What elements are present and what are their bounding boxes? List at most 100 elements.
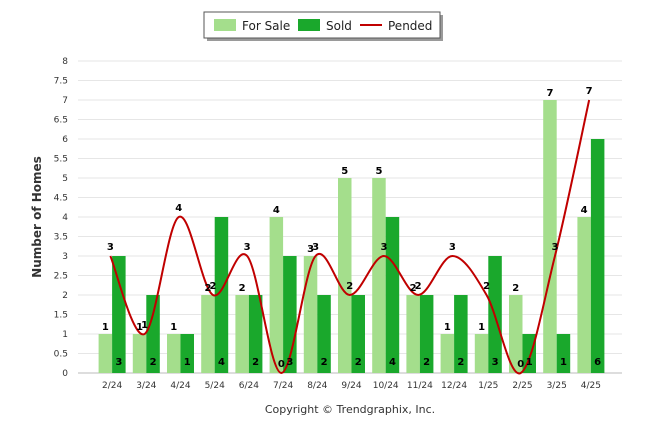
data-label-sold: 2: [355, 357, 362, 368]
x-tick-label: 10/24: [373, 381, 399, 391]
x-tick-label: 4/24: [170, 381, 190, 391]
data-label-for-sale: 1: [478, 322, 485, 333]
legend-label-sold: Sold: [326, 19, 352, 33]
bar-sold: [351, 295, 365, 373]
bars: [98, 100, 605, 373]
x-axis-ticks: 2/24 3/24 4/24 5/24 6/24 7/24 8/24 9/24 10/24 11/…: [102, 381, 601, 391]
x-tick-label: 3/25: [547, 381, 567, 391]
bar-sold: [248, 295, 263, 373]
data-label-pended: 2: [209, 281, 216, 292]
bar-for-sale: [543, 100, 557, 373]
y-tick-label: 3: [62, 252, 68, 262]
bar-sold: [180, 334, 194, 373]
y-tick-label: 4: [62, 213, 68, 223]
bar-for-sale: [167, 334, 181, 373]
legend-box: [203, 11, 441, 39]
y-tick-label: 6.5: [54, 116, 68, 126]
bar-for-sale: [509, 295, 523, 373]
data-label-sold: 3: [286, 357, 293, 368]
data-label-for-sale: 1: [102, 322, 109, 333]
y-tick-label: 5: [62, 174, 68, 184]
y-tick-label: 3.5: [54, 233, 68, 243]
data-label-for-sale: 1: [444, 322, 451, 333]
legend-swatch-sold: [298, 19, 320, 31]
legend-swatch-for-sale: [214, 19, 236, 31]
data-labels: 1312112422433252542212132171463142303232…: [102, 86, 601, 370]
data-label-for-sale: 5: [375, 166, 382, 177]
y-tick-label: 0: [62, 369, 68, 379]
data-label-sold: 4: [389, 357, 396, 368]
data-label-pended: 2: [483, 281, 490, 292]
bar-for-sale: [303, 256, 318, 373]
bar-for-sale: [372, 178, 386, 373]
bar-sold: [454, 295, 468, 373]
bar-for-sale: [577, 217, 591, 373]
bar-sold: [556, 334, 571, 373]
data-label-for-sale: 2: [410, 283, 417, 294]
bar-for-sale: [201, 295, 215, 373]
x-tick-label: 2/24: [102, 381, 122, 391]
data-label-for-sale: 5: [341, 166, 348, 177]
data-label-pended: 3: [244, 242, 251, 253]
bar-for-sale: [98, 334, 113, 373]
y-tick-label: 2.5: [54, 272, 68, 282]
y-tick-label: 7: [62, 96, 68, 106]
data-label-pended: 3: [380, 242, 387, 253]
data-label-for-sale: 1: [136, 322, 143, 333]
data-label-pended: 0: [517, 359, 524, 370]
y-tick-label: 0.5: [54, 350, 68, 360]
data-label-for-sale: 2: [204, 283, 211, 294]
data-label-for-sale: 1: [170, 322, 177, 333]
y-tick-label: 5.5: [54, 155, 68, 165]
bar-sold: [146, 295, 160, 373]
y-tick-label: 6: [62, 135, 68, 145]
bar-sold: [214, 217, 229, 373]
x-tick-label: 5/24: [205, 381, 225, 391]
x-tick-label: 7/24: [273, 381, 293, 391]
y-tick-label: 7.5: [54, 77, 68, 87]
data-label-pended: 7: [586, 86, 593, 97]
data-label-for-sale: 3: [307, 244, 314, 255]
data-label-sold: 1: [526, 357, 533, 368]
bar-for-sale: [406, 295, 420, 373]
y-tick-label: 1.5: [54, 311, 68, 321]
data-label-for-sale: 4: [581, 205, 588, 216]
bar-for-sale: [269, 217, 284, 373]
data-label-for-sale: 2: [512, 283, 519, 294]
data-label-sold: 2: [457, 357, 464, 368]
data-label-pended: 3: [551, 242, 558, 253]
data-label-sold: 6: [594, 357, 601, 368]
data-label-sold: 3: [492, 357, 499, 368]
bar-sold: [112, 256, 126, 373]
data-label-sold: 3: [115, 357, 122, 368]
copyright: Copyright © Trendgraphix, Inc.: [265, 403, 435, 416]
x-tick-label: 6/24: [239, 381, 259, 391]
data-label-pended: 3: [449, 242, 456, 253]
legend: For Sale Sold Pended: [203, 11, 443, 41]
data-label-pended: 3: [312, 242, 319, 253]
data-label-sold: 4: [218, 357, 225, 368]
data-label-pended: 1: [141, 320, 148, 331]
x-tick-label: 12/24: [441, 381, 467, 391]
data-label-pended: 2: [346, 281, 353, 292]
data-label-for-sale: 2: [239, 283, 246, 294]
bar-for-sale: [132, 334, 147, 373]
y-tick-label: 1: [62, 330, 68, 340]
pended-line-layer: [109, 99, 591, 375]
x-tick-label: 3/24: [136, 381, 156, 391]
y-axis-label: Number of Homes: [30, 156, 44, 278]
y-tick-label: 8: [62, 57, 68, 67]
bar-for-sale: [235, 295, 249, 373]
data-label-sold: 1: [560, 357, 567, 368]
data-label-sold: 1: [184, 357, 191, 368]
bar-for-sale: [338, 178, 352, 373]
data-label-sold: 2: [423, 357, 430, 368]
legend-label-for-sale: For Sale: [242, 19, 290, 33]
bar-sold: [522, 334, 536, 373]
data-label-pended: 0: [278, 359, 285, 370]
bar-sold: [385, 217, 400, 373]
data-label-pended: 3: [107, 242, 114, 253]
data-label-sold: 2: [321, 357, 328, 368]
bar-sold: [419, 295, 434, 373]
